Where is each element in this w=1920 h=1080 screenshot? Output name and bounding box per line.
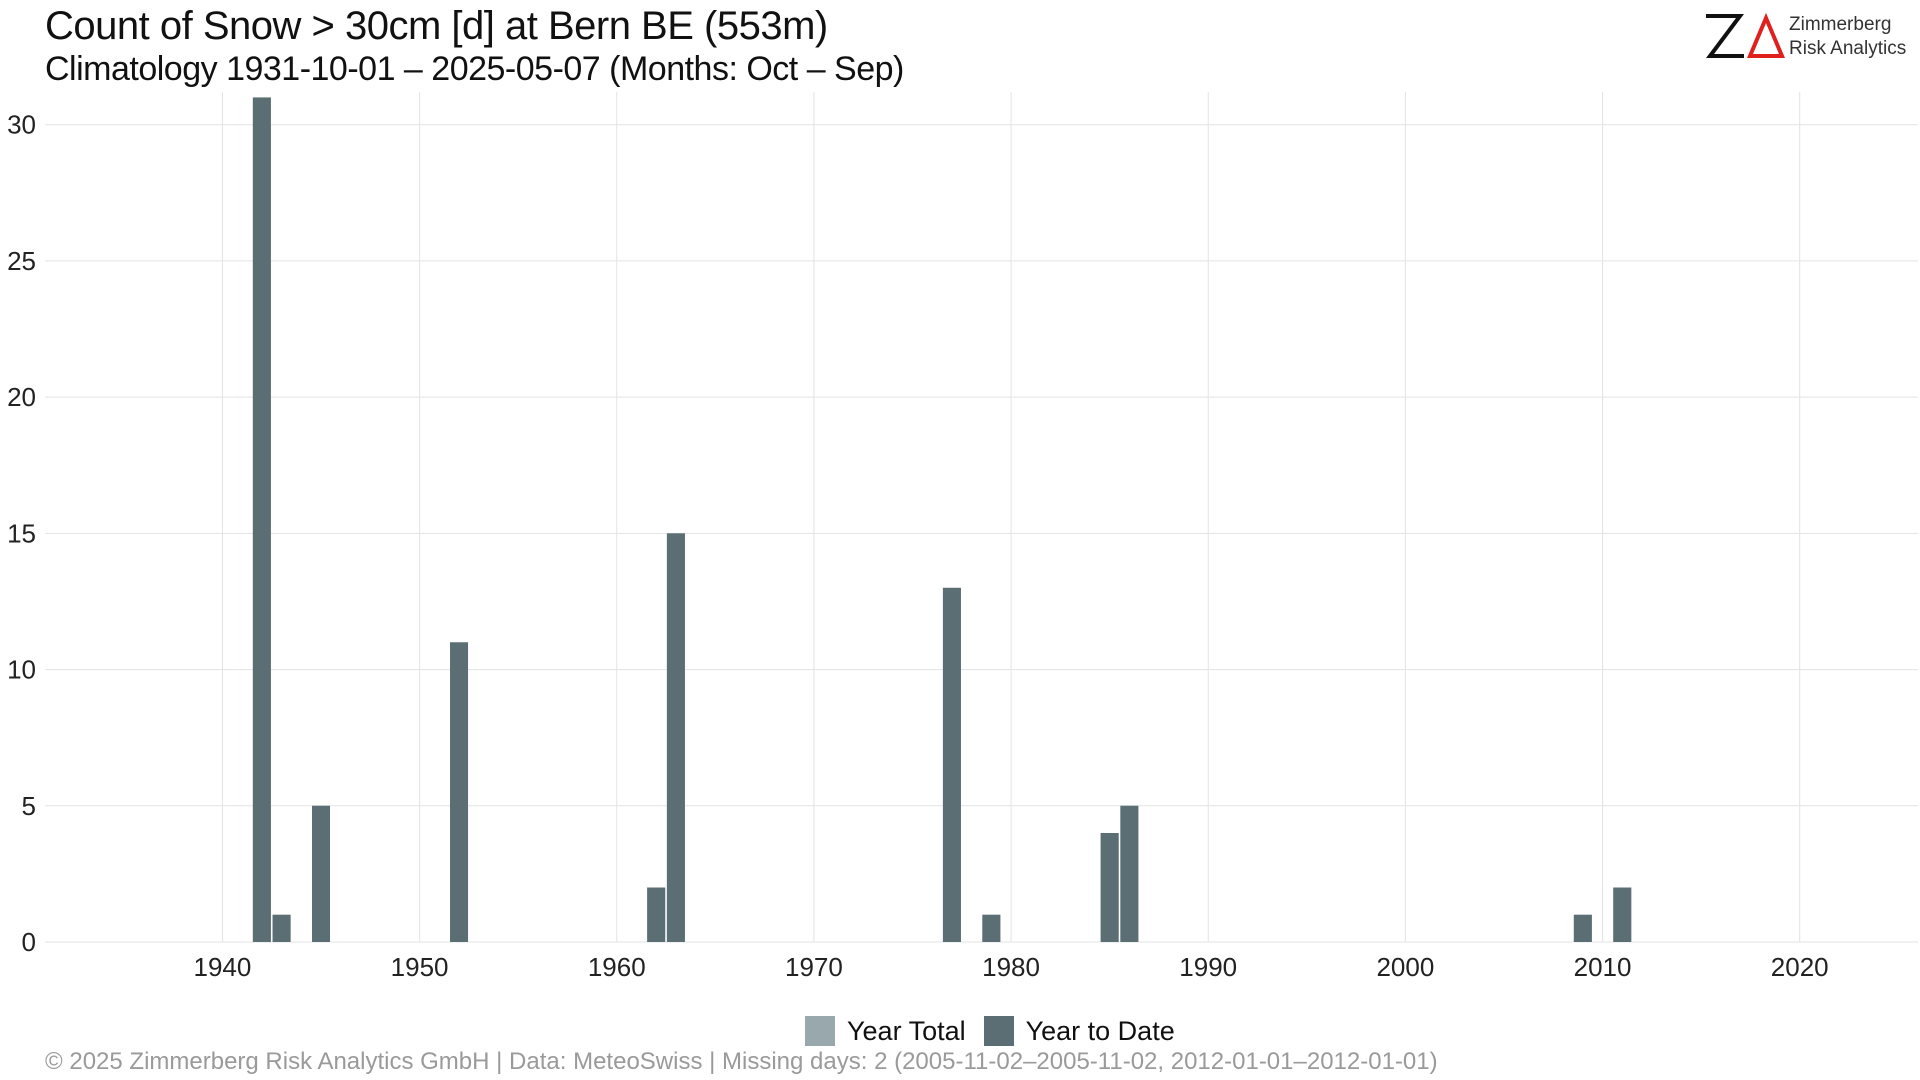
legend-swatch-year-to-date: [983, 1016, 1014, 1046]
legend-item-year-total: Year Total: [805, 1016, 966, 1047]
bar-year-to-date: [1613, 887, 1632, 942]
x-tick-label: 1940: [194, 952, 252, 982]
y-tick-label: 25: [7, 246, 36, 276]
y-tick-label: 15: [7, 518, 36, 548]
x-tick-label: 1990: [1179, 952, 1237, 982]
y-tick-label: 10: [7, 655, 36, 685]
bar-chart: 1940 1950 1960 1970 1980 1990 2000 2010 2020 0 5 10…: [7, 92, 1918, 982]
company-logo: Zimmerberg Risk Analytics: [1700, 8, 1910, 64]
chart-subtitle: Climatology 1931-10-01 – 2025-05-07 (Mon…: [45, 50, 904, 88]
bar-year-to-date: [252, 97, 271, 942]
chart-legend: Year Total Year to Date: [805, 1013, 1193, 1049]
bar-year-to-date: [1120, 805, 1139, 942]
legend-swatch-year-total: [805, 1016, 835, 1046]
x-tick-label: 2010: [1574, 952, 1632, 982]
x-tick-label: 2000: [1376, 952, 1434, 982]
logo-line-1: Zimmerberg: [1789, 14, 1892, 35]
bar-year-to-date: [312, 805, 331, 942]
x-tick-label: 1970: [785, 952, 843, 982]
bar-year-to-date: [272, 914, 291, 942]
bar-year-to-date: [1100, 833, 1119, 942]
bar-year-to-date: [942, 587, 961, 942]
x-tick-label: 1960: [588, 952, 646, 982]
chart-title: Count of Snow > 30cm [d] at Bern BE (553…: [45, 4, 828, 48]
bar-year-to-date: [982, 914, 1001, 942]
legend-label-year-to-date: Year to Date: [1025, 1015, 1175, 1046]
footer-credits: © 2025 Zimmerberg Risk Analytics GmbH | …: [45, 1048, 1438, 1075]
y-tick-label: 0: [22, 927, 36, 957]
legend-item-year-to-date: Year to Date: [983, 1015, 1175, 1047]
y-tick-label: 20: [7, 382, 36, 412]
bar-year-to-date: [666, 533, 685, 942]
y-tick-label: 5: [22, 791, 36, 821]
logo-mark-icon: [1706, 12, 1786, 58]
bar-year-to-date: [647, 887, 666, 942]
x-tick-label: 1950: [391, 952, 449, 982]
bar-year-to-date: [1573, 914, 1592, 942]
y-tick-label: 30: [7, 110, 36, 140]
logo-line-2: Risk Analytics: [1789, 38, 1907, 59]
bar-year-to-date: [450, 642, 469, 942]
legend-label-year-total: Year Total: [847, 1015, 966, 1046]
x-tick-label: 1980: [982, 952, 1040, 982]
x-tick-label: 2020: [1771, 952, 1829, 982]
